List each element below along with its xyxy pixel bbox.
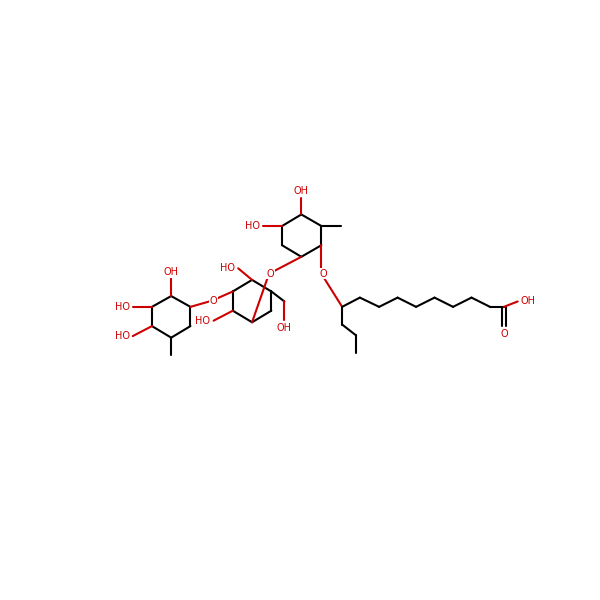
- Text: O: O: [267, 269, 274, 279]
- Text: HO: HO: [115, 331, 130, 341]
- Text: OH: OH: [164, 267, 179, 277]
- Text: O: O: [210, 296, 217, 305]
- Text: OH: OH: [520, 296, 535, 307]
- Text: O: O: [500, 329, 508, 339]
- Text: HO: HO: [220, 263, 235, 274]
- Text: O: O: [319, 269, 327, 279]
- Text: HO: HO: [195, 316, 210, 326]
- Text: HO: HO: [115, 302, 130, 312]
- Text: OH: OH: [294, 185, 309, 196]
- Text: HO: HO: [245, 221, 260, 231]
- Text: OH: OH: [277, 323, 292, 332]
